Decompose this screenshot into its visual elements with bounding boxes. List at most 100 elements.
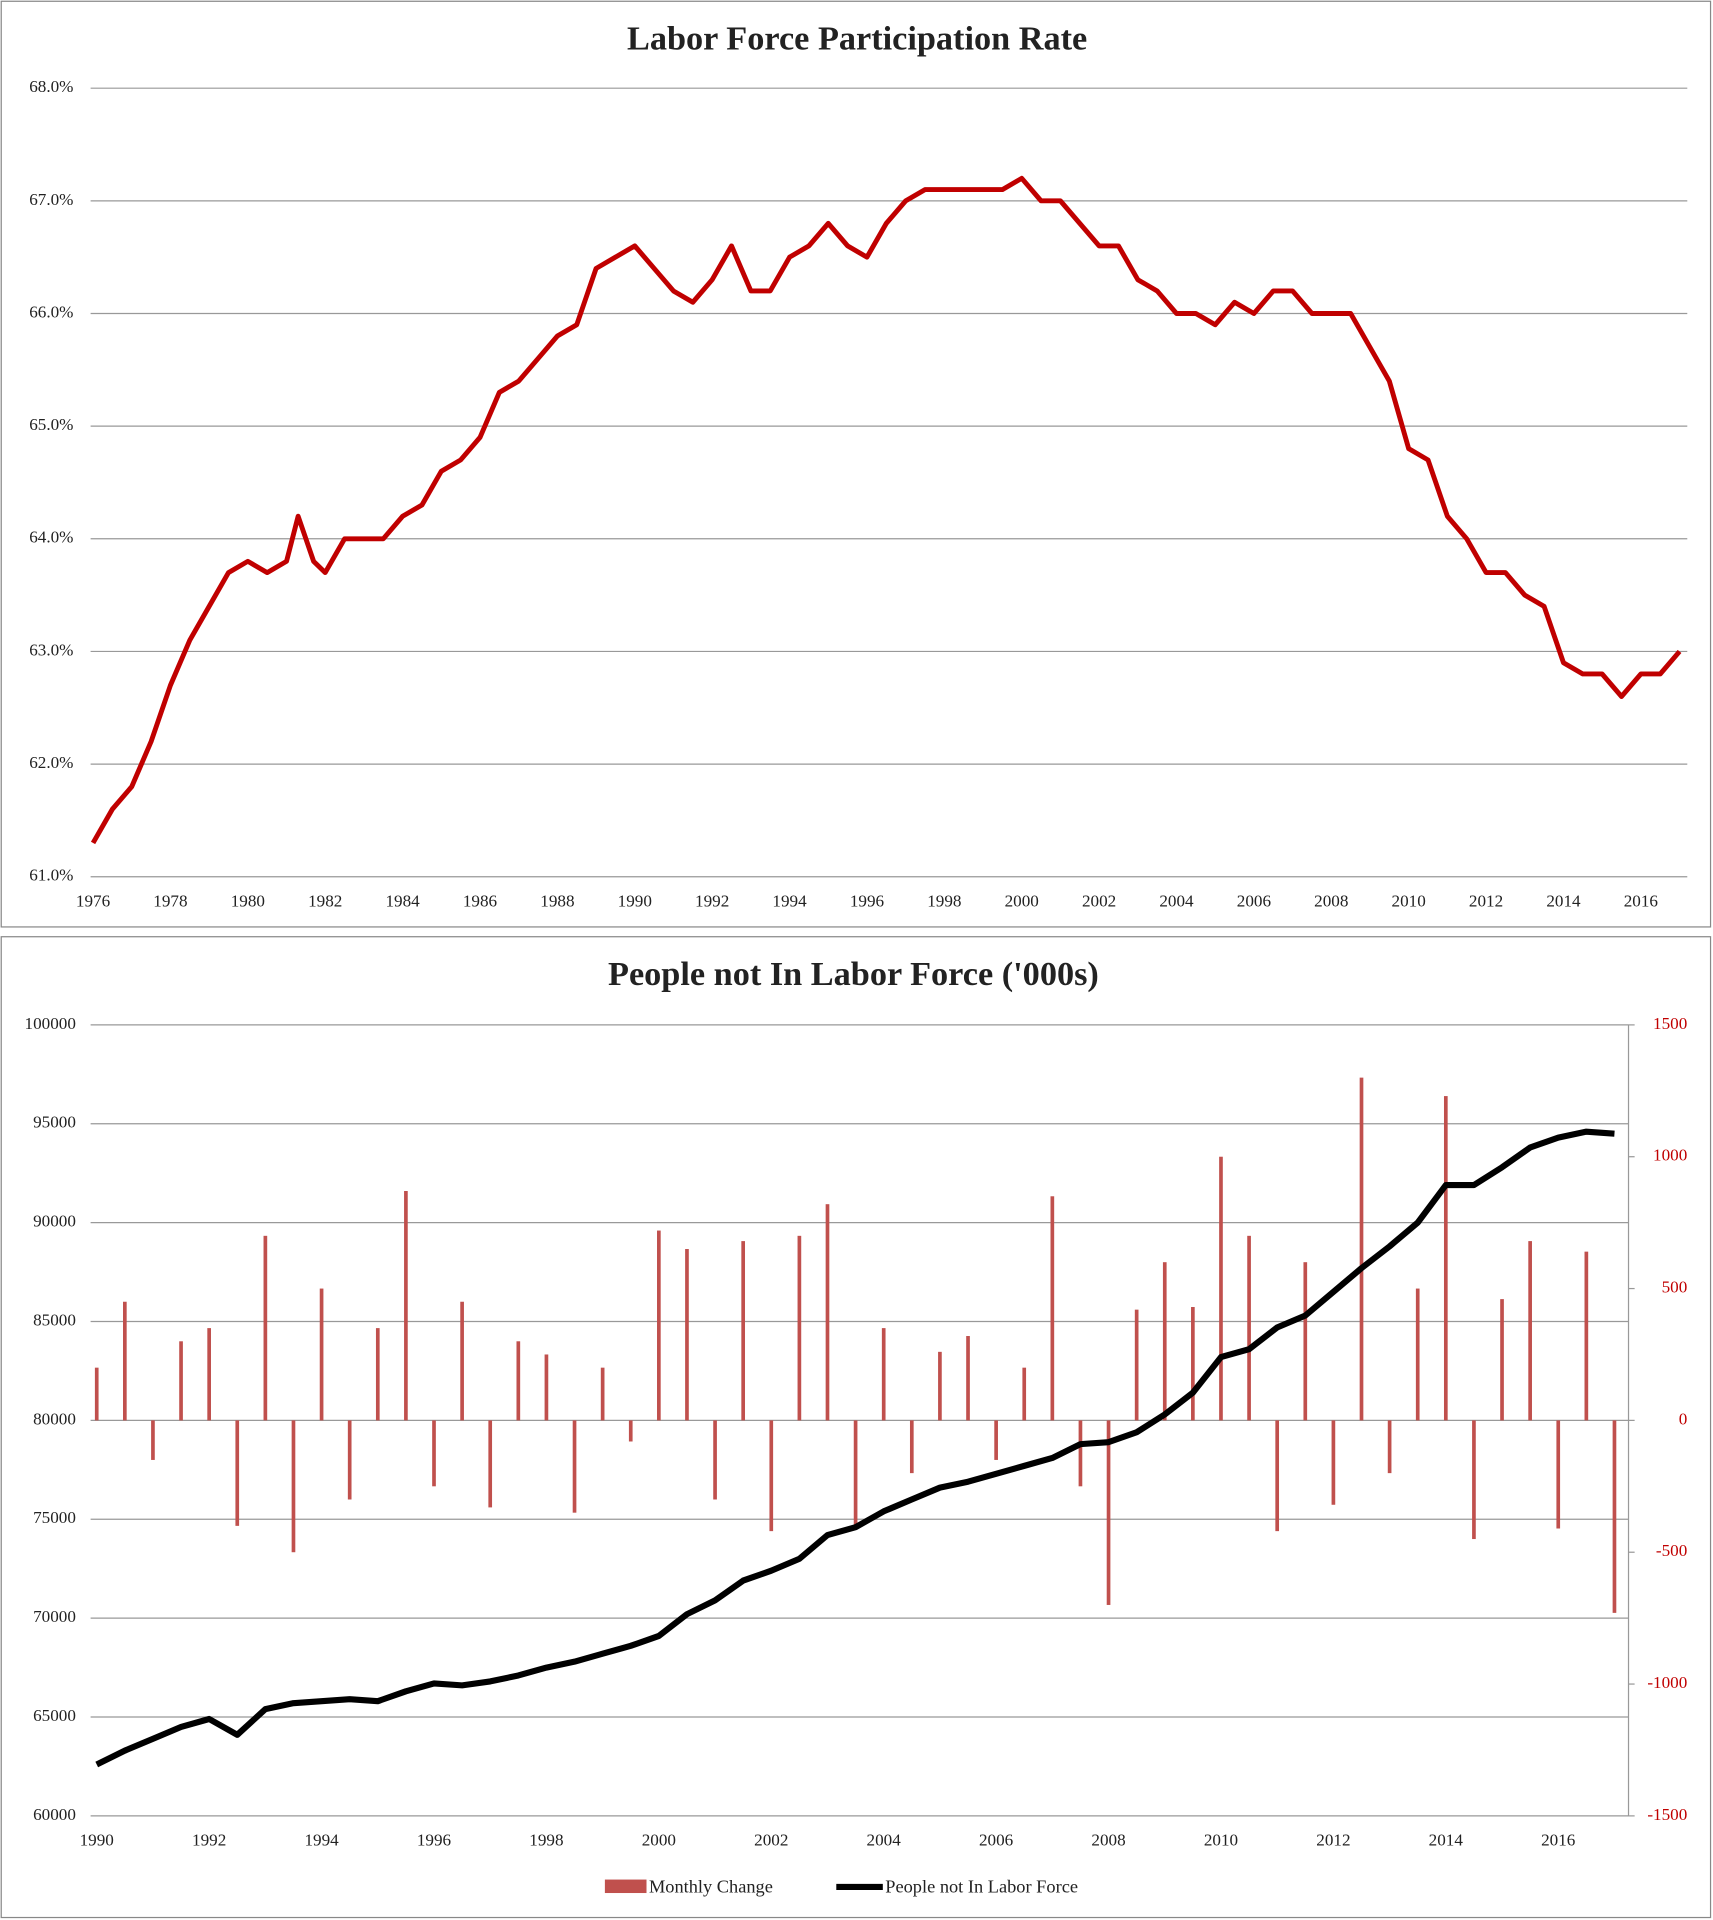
x-tick-label: 2006 bbox=[1237, 891, 1272, 910]
x-tick-label: 2000 bbox=[642, 1831, 676, 1850]
y2-tick-label: 500 bbox=[1662, 1277, 1688, 1296]
y-tick-label: 64.0% bbox=[29, 528, 73, 547]
y-tick-label: 100000 bbox=[25, 1014, 76, 1033]
y-tick-label: 85000 bbox=[33, 1310, 76, 1329]
x-tick-label: 1992 bbox=[695, 891, 729, 910]
y2-tick-label: -500 bbox=[1656, 1541, 1687, 1560]
bar bbox=[1191, 1307, 1195, 1421]
x-tick-label: 1982 bbox=[308, 891, 342, 910]
bar bbox=[741, 1241, 746, 1421]
y-tick-label: 63.0% bbox=[29, 640, 73, 659]
bar bbox=[1247, 1235, 1251, 1421]
y2-tick-label: -1000 bbox=[1647, 1673, 1687, 1692]
y2-tick-label: 0 bbox=[1679, 1409, 1688, 1428]
bar bbox=[1556, 1420, 1561, 1529]
bar bbox=[235, 1420, 240, 1526]
x-tick-label: 1992 bbox=[192, 1831, 226, 1850]
x-tick-label: 1988 bbox=[540, 891, 574, 910]
bar bbox=[1443, 1096, 1448, 1421]
y-tick-label: 67.0% bbox=[29, 190, 73, 209]
bar bbox=[1359, 1077, 1364, 1421]
panel-frame bbox=[0, 936, 1712, 1919]
x-tick-label: 2004 bbox=[867, 1831, 902, 1850]
x-tick-label: 2000 bbox=[1005, 891, 1039, 910]
x-tick-label: 1980 bbox=[231, 891, 265, 910]
x-tick-label: 2008 bbox=[1314, 891, 1348, 910]
y-tick-label: 90000 bbox=[33, 1212, 76, 1231]
chart-title: Labor Force Participation Rate bbox=[627, 20, 1087, 58]
legend-swatch bbox=[604, 1879, 647, 1894]
y-tick-label: 80000 bbox=[33, 1409, 76, 1428]
bar bbox=[1050, 1196, 1055, 1421]
y-tick-label: 70000 bbox=[33, 1607, 76, 1626]
bar bbox=[769, 1420, 774, 1532]
x-tick-label: 2012 bbox=[1316, 1831, 1350, 1850]
y2-tick-label: 1000 bbox=[1653, 1146, 1687, 1165]
bar bbox=[1106, 1420, 1111, 1605]
x-tick-label: 2006 bbox=[979, 1831, 1014, 1850]
x-tick-label: 2002 bbox=[1082, 891, 1116, 910]
bar bbox=[375, 1328, 380, 1421]
bar bbox=[1162, 1262, 1167, 1421]
y-tick-label: 61.0% bbox=[29, 866, 73, 885]
bar bbox=[685, 1249, 689, 1421]
bar bbox=[1331, 1420, 1336, 1505]
x-tick-label: 1998 bbox=[529, 1831, 563, 1850]
x-tick-label: 2014 bbox=[1429, 1831, 1464, 1850]
x-tick-label: 2016 bbox=[1624, 891, 1659, 910]
bar bbox=[572, 1420, 577, 1513]
bar bbox=[1528, 1241, 1532, 1421]
bar bbox=[966, 1336, 970, 1421]
bar bbox=[94, 1367, 99, 1421]
x-tick-label: 2010 bbox=[1392, 891, 1426, 910]
bar bbox=[1303, 1262, 1308, 1421]
bar bbox=[994, 1420, 998, 1460]
bar bbox=[460, 1301, 464, 1421]
x-tick-label: 1994 bbox=[304, 1831, 339, 1850]
bar bbox=[207, 1328, 211, 1421]
x-tick-label: 2002 bbox=[754, 1831, 788, 1850]
x-tick-label: 2016 bbox=[1541, 1831, 1576, 1850]
bar bbox=[516, 1341, 521, 1421]
x-tick-label: 1984 bbox=[385, 891, 420, 910]
bar bbox=[263, 1235, 268, 1421]
bar bbox=[628, 1420, 633, 1442]
bar bbox=[432, 1420, 436, 1487]
panel-frame bbox=[0, 0, 1712, 928]
bar bbox=[938, 1351, 942, 1421]
x-tick-label: 1994 bbox=[772, 891, 807, 910]
x-tick-label: 1978 bbox=[153, 891, 187, 910]
x-tick-label: 1996 bbox=[850, 891, 885, 910]
line bbox=[90, 175, 1682, 845]
bar bbox=[1500, 1299, 1504, 1421]
bar bbox=[825, 1204, 830, 1421]
x-tick-label: 1990 bbox=[80, 1831, 114, 1850]
bar bbox=[1078, 1420, 1083, 1487]
bar bbox=[853, 1420, 858, 1526]
bar bbox=[1387, 1420, 1392, 1474]
legend-label: People not In Labor Force bbox=[885, 1876, 1078, 1896]
bar bbox=[179, 1341, 183, 1421]
y-tick-label: 65000 bbox=[33, 1706, 76, 1725]
x-tick-label: 2010 bbox=[1204, 1831, 1238, 1850]
bar bbox=[909, 1420, 914, 1474]
bar bbox=[1415, 1288, 1420, 1421]
legend-label: Monthly Change bbox=[649, 1876, 773, 1896]
bar bbox=[404, 1191, 408, 1421]
x-tick-label: 2014 bbox=[1546, 891, 1581, 910]
bar bbox=[1472, 1420, 1476, 1540]
x-tick-label: 1996 bbox=[417, 1831, 452, 1850]
bar bbox=[347, 1420, 352, 1500]
bar bbox=[713, 1420, 717, 1500]
x-tick-label: 2008 bbox=[1091, 1831, 1125, 1850]
bar bbox=[1022, 1367, 1027, 1421]
y2-tick-label: 1500 bbox=[1653, 1014, 1687, 1033]
x-tick-label: 1998 bbox=[927, 891, 961, 910]
bar bbox=[797, 1235, 802, 1421]
x-tick-label: 1986 bbox=[463, 891, 498, 910]
bar bbox=[1584, 1251, 1589, 1421]
bar bbox=[1612, 1420, 1617, 1613]
x-tick-label: 1976 bbox=[76, 891, 111, 910]
y-tick-label: 62.0% bbox=[29, 753, 73, 772]
